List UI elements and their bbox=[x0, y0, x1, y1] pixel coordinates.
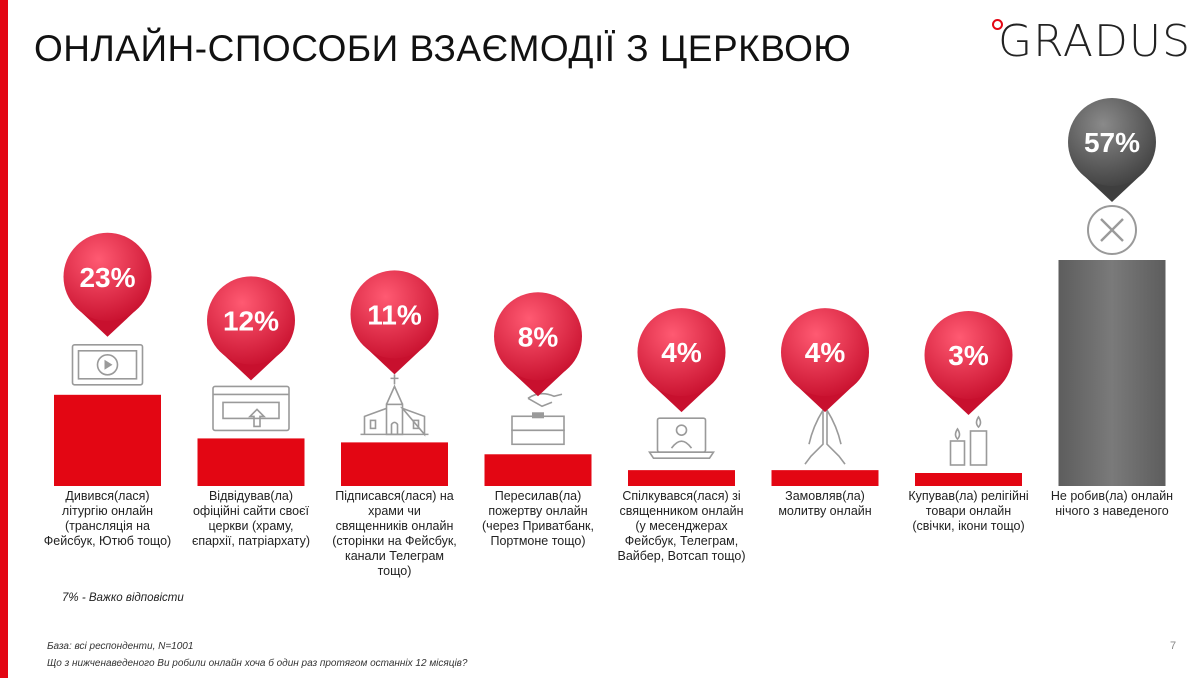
category-label-line: пожертву онлайн bbox=[488, 504, 588, 518]
category-label-8: Не робив(ла) онлайн нічого з наведеного bbox=[1037, 489, 1187, 519]
category-label-line: Вайбер, Вотсап тощо) bbox=[617, 549, 746, 563]
logo-ring-icon bbox=[992, 19, 1003, 30]
category-label-line: літургію онлайн bbox=[61, 504, 154, 518]
category-label-line: церкви (храму, bbox=[208, 519, 294, 533]
category-label-line: Портмоне тощо) bbox=[490, 534, 586, 548]
laptop-priest-icon bbox=[648, 417, 715, 459]
category-label-7: Купував(ла) релігійні товари онлайн (свічк… bbox=[894, 489, 1044, 534]
value-bubble-4: 8% bbox=[494, 292, 582, 397]
category-label-line: Замовляв(ла) bbox=[785, 489, 865, 503]
value-label-4: 8% bbox=[518, 321, 559, 352]
category-label-5: Спілкувався(лася) зі священником онлайн (у… bbox=[607, 489, 757, 564]
category-label-6: Замовляв(ла) молитву онлайн bbox=[750, 489, 900, 519]
value-bubble-7: 3% bbox=[924, 311, 1013, 415]
gradus-logo: GRADUS bbox=[998, 16, 1191, 67]
bar-5 bbox=[628, 470, 735, 486]
category-label-line: священників онлайн bbox=[335, 519, 454, 533]
value-label-7: 3% bbox=[948, 340, 989, 371]
page-number: 7 bbox=[1170, 640, 1177, 652]
category-label-line: священником онлайн bbox=[619, 504, 744, 518]
category-label-line: (сторінки на Фейсбук, bbox=[332, 534, 457, 548]
value-label-5: 4% bbox=[661, 337, 702, 368]
bar-3 bbox=[341, 442, 448, 486]
video-play-icon bbox=[71, 344, 144, 386]
category-label-4: Пересилав(ла) пожертву онлайн (через Прива… bbox=[463, 489, 613, 549]
category-label-line: канали Телеграм bbox=[344, 549, 445, 563]
category-label-line: товари онлайн bbox=[925, 504, 1012, 518]
category-label-line: єпархії, патріархату) bbox=[191, 534, 311, 548]
bar-4 bbox=[484, 454, 592, 486]
category-label-line: храми чи bbox=[368, 504, 421, 518]
value-bubble-5: 4% bbox=[637, 308, 726, 413]
category-label-line: Купував(ла) релігійні bbox=[908, 489, 1029, 503]
page-title: ОНЛАЙН-СПОСОБИ ВЗАЄМОДІЇ З ЦЕРКВОЮ bbox=[34, 28, 852, 69]
value-bubble-2: 12% bbox=[207, 276, 295, 381]
footer-base: База: всі респонденти, N=1001 bbox=[47, 641, 194, 652]
category-label-line: (трансляція на bbox=[64, 519, 151, 533]
bar-8 bbox=[1058, 260, 1166, 486]
category-label-line: Не робив(ла) онлайн bbox=[1050, 489, 1174, 503]
value-bubble-3: 11% bbox=[350, 270, 439, 375]
website-upload-icon bbox=[212, 385, 290, 432]
value-bubble-8: 57% bbox=[1068, 98, 1156, 202]
left-accent-stripe bbox=[0, 0, 8, 678]
category-label-line: Відвідував(ла) bbox=[208, 489, 294, 503]
bar-1 bbox=[54, 394, 161, 486]
value-bubble-6: 4% bbox=[781, 308, 869, 413]
cross-circle-icon bbox=[1087, 205, 1137, 255]
church-icon bbox=[360, 374, 429, 437]
value-label-1: 23% bbox=[79, 262, 135, 293]
category-label-line: Фейсбук, Телеграм, bbox=[624, 534, 739, 548]
value-label-3: 11% bbox=[367, 299, 422, 330]
value-bubble-1: 23% bbox=[63, 232, 152, 337]
category-label-line: (свічки, ікони тощо) bbox=[912, 519, 1025, 533]
donation-box-icon bbox=[511, 392, 565, 446]
praying-hands-icon bbox=[804, 409, 846, 465]
category-label-line: офіційні сайти своєї bbox=[192, 504, 309, 518]
candles-icon bbox=[949, 415, 988, 466]
category-label-3: Підписався(лася) на храми чи священників о… bbox=[320, 489, 470, 579]
bar-2 bbox=[197, 438, 305, 486]
category-label-line: (через Приватбанк, bbox=[482, 519, 594, 533]
value-label-6: 4% bbox=[805, 337, 846, 368]
category-label-line: тощо) bbox=[377, 564, 412, 578]
category-label-line: Підписався(лася) на bbox=[335, 489, 454, 503]
category-label-line: (у месенджерах bbox=[635, 519, 728, 533]
category-label-line: Пересилав(ла) bbox=[494, 489, 582, 503]
value-label-2: 12% bbox=[223, 305, 279, 336]
hard-to-answer-note: 7% - Важко відповісти bbox=[62, 592, 184, 604]
category-label-line: молитву онлайн bbox=[778, 504, 872, 518]
category-label-1: Дивився(лася) літургію онлайн (трансляція … bbox=[33, 489, 183, 549]
category-label-line: Спілкувався(лася) зі bbox=[622, 489, 741, 503]
category-label-line: Дивився(лася) bbox=[65, 489, 150, 503]
category-label-line: нічого з наведеного bbox=[1055, 504, 1169, 518]
bar-6 bbox=[771, 470, 879, 486]
value-label-8: 57% bbox=[1084, 127, 1140, 158]
category-label-2: Відвідував(ла) офіційні сайти своєї церкви… bbox=[176, 489, 326, 549]
footer-question: Що з нижченаведеного Ви робили онлайн хо… bbox=[47, 658, 468, 669]
category-label-line: Фейсбук, Ютюб тощо) bbox=[43, 534, 172, 548]
bar-7 bbox=[915, 473, 1022, 486]
